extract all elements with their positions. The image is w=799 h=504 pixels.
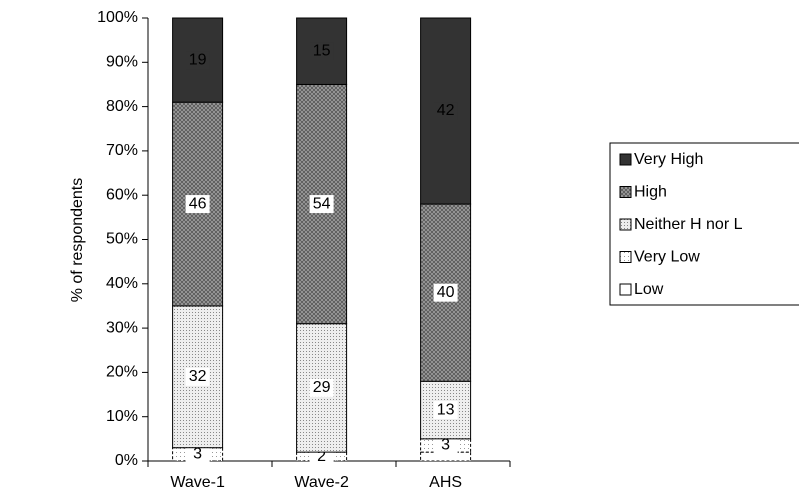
y-axis-label: % of respondents [69,178,86,303]
y-tick-label: 40% [106,275,138,292]
y-tick-label: 80% [106,98,138,115]
value-label: 3 [441,437,450,454]
value-label-bg [433,102,458,121]
x-tick-label: Wave-1 [170,474,225,491]
value-label: 19 [189,51,207,68]
y-tick-label: 100% [97,9,138,26]
legend-swatch [619,218,632,231]
legend-swatch [619,283,632,296]
value-label: 13 [437,401,455,418]
value-label-bg [433,401,458,420]
value-label: 54 [313,195,331,212]
legend-swatch [619,251,632,263]
bar-segment [420,380,472,440]
value-label-bg [309,195,334,214]
value-label: 15 [313,42,331,59]
value-label: 29 [313,379,331,396]
value-label-bg [433,283,458,302]
value-label-bg [309,378,334,397]
y-tick-label: 90% [106,54,138,71]
y-tick-label: 70% [106,142,138,159]
y-tick-label: 0% [115,452,138,469]
legend-label: Neither H nor L [634,216,743,233]
legend-label: Very High [634,151,703,168]
value-label-bg [185,51,210,70]
x-tick-label: Wave-2 [294,474,349,491]
y-tick-label: 20% [106,364,138,381]
y-tick-label: 60% [106,186,138,203]
y-tick-label: 30% [106,319,138,336]
value-label: 40 [437,284,455,301]
value-label: 3 [193,446,202,463]
value-label-bg [185,367,210,386]
legend-swatch [619,153,632,166]
legend-label: High [634,184,667,201]
x-tick-label: AHS [429,474,462,491]
value-label: 46 [189,195,207,212]
y-tick-label: 10% [106,408,138,425]
value-label: 42 [437,102,455,119]
legend-label: Very Low [634,249,700,266]
value-label-bg [185,195,210,214]
legend-swatch [619,186,632,198]
legend-box [609,142,799,306]
y-tick-label: 50% [106,231,138,248]
value-label-bg [433,436,458,455]
value-label-bg [185,445,210,464]
value-label: 32 [189,368,207,385]
value-label: 2 [317,448,326,465]
legend-label: Low [634,281,664,298]
value-label-bg [309,42,334,61]
